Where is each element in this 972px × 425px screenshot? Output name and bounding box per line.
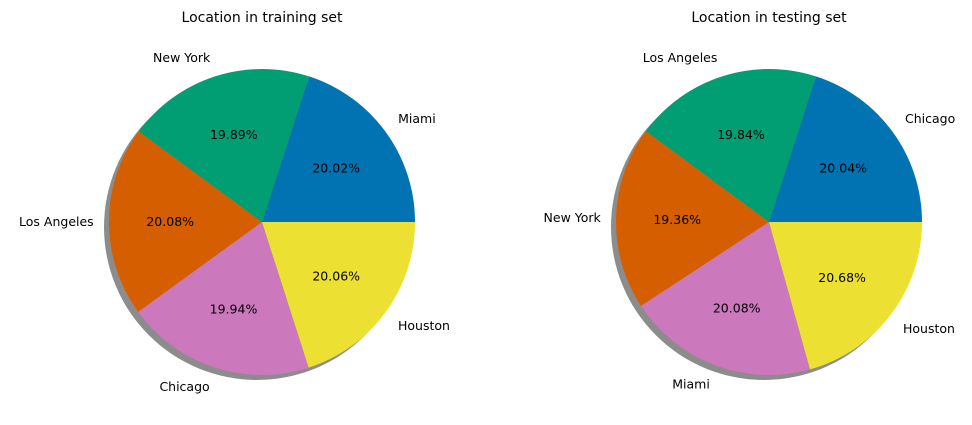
- training-category-label-houston: Houston: [398, 318, 450, 333]
- testing-category-label-miami: Miami: [672, 377, 710, 392]
- testing-slice-new-york: [616, 131, 769, 306]
- training-category-label-new-york: New York: [153, 50, 211, 65]
- training-pct-label-new-york: 19.89%: [210, 127, 258, 142]
- testing-pct-label-chicago: 20.04%: [819, 160, 867, 175]
- testing-pie-title: Location in testing set: [691, 10, 847, 26]
- testing-slice-houston: [769, 222, 922, 370]
- training-slice-miami: [262, 76, 415, 222]
- testing-slice-miami: [641, 222, 811, 376]
- training-slice-new-york: [138, 68, 310, 222]
- testing-pie-chart: Location in testing set 20.04% Chicago 19.…: [544, 10, 956, 392]
- testing-pct-label-new-york: 19.36%: [653, 212, 701, 227]
- training-pie-title: Location in training set: [182, 10, 343, 26]
- testing-pct-label-houston: 20.68%: [818, 270, 866, 285]
- training-slice-chicago: [138, 222, 309, 375]
- training-pct-label-miami: 20.02%: [312, 161, 360, 176]
- testing-category-label-houston: Houston: [903, 321, 955, 336]
- testing-pct-label-los-angeles: 19.84%: [717, 127, 765, 142]
- testing-category-label-new-york: New York: [544, 210, 602, 225]
- training-slice-houston: [262, 222, 415, 368]
- testing-category-label-los-angeles: Los Angeles: [643, 50, 718, 65]
- training-pct-label-chicago: 19.94%: [210, 302, 258, 317]
- testing-category-label-chicago: Chicago: [905, 111, 955, 126]
- training-pie-chart: Location in training set 20.02% Miami 19.8…: [19, 10, 450, 394]
- testing-slice-chicago: [769, 76, 922, 223]
- training-category-label-los-angeles: Los Angeles: [19, 214, 94, 229]
- training-pct-label-houston: 20.06%: [312, 269, 360, 284]
- testing-slice-los-angeles: [645, 69, 816, 222]
- testing-pct-label-miami: 20.08%: [713, 300, 761, 315]
- training-category-label-miami: Miami: [398, 111, 436, 126]
- training-pct-label-los-angeles: 20.08%: [146, 214, 194, 229]
- training-category-label-chicago: Chicago: [159, 379, 209, 394]
- training-slice-los-angeles: [109, 131, 263, 312]
